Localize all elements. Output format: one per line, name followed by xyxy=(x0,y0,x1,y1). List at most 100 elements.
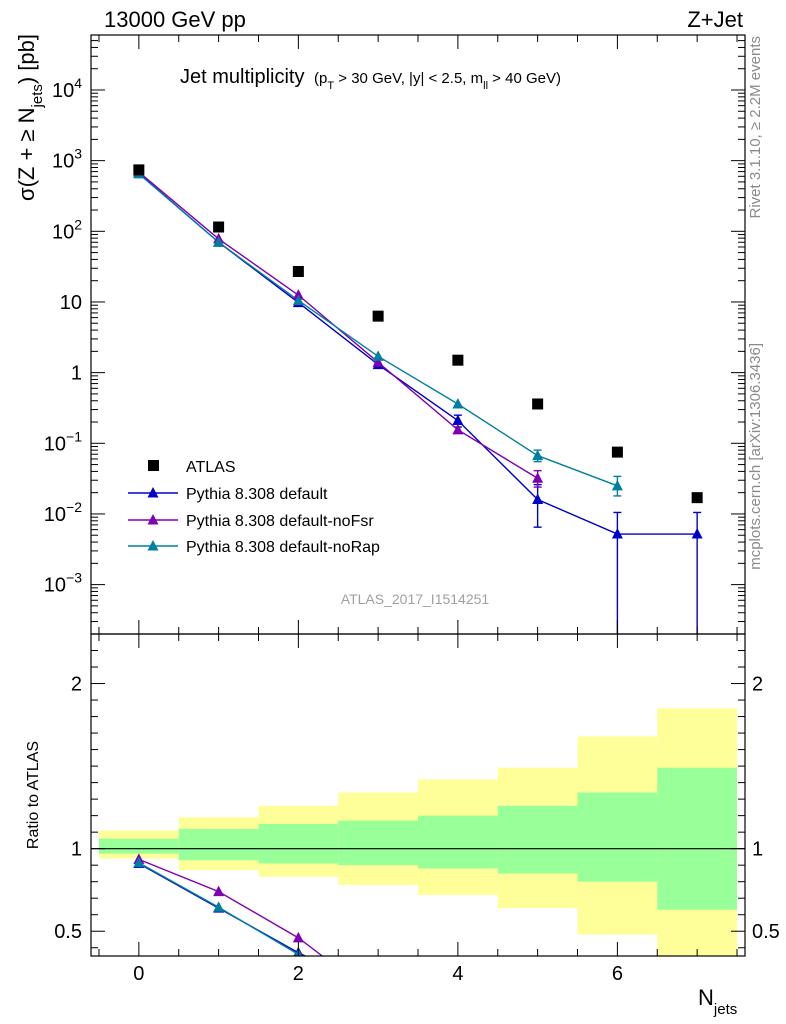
series-point-0 xyxy=(452,414,464,426)
legend-marker-nofsr xyxy=(147,514,159,525)
x-tick-label: 6 xyxy=(612,963,623,985)
top-title: Jet multiplicity (pT > 30 GeV, |y| < 2.5… xyxy=(180,66,561,92)
atlas-data-point xyxy=(611,446,623,458)
y-tick-label-base: 10 xyxy=(44,504,66,526)
series-point-2 xyxy=(213,236,225,247)
title-cuts-ll: ll xyxy=(483,80,488,92)
series-point-2 xyxy=(532,449,544,461)
series-line-1 xyxy=(138,171,538,479)
series-point-2 xyxy=(452,397,464,409)
atlas-data-point xyxy=(133,164,145,176)
ylabel-b: ) [pb] xyxy=(14,34,39,84)
legend: ATLAS Pythia 8.308 default Pythia 8.308 … xyxy=(128,459,380,556)
y-tick-label: 103 xyxy=(52,146,82,173)
xlabel-sub: jets xyxy=(713,1001,737,1018)
analysis-watermark: ATLAS_2017_I1514251 xyxy=(341,591,490,607)
legend-marker-default xyxy=(147,487,159,498)
x-axis-label: Njets xyxy=(698,985,737,1018)
ratio-y-tick-label-left: 2 xyxy=(71,674,82,696)
atlas-data-point xyxy=(452,354,464,366)
y-tick-label: 10 xyxy=(60,292,82,314)
legend-marker-atlas xyxy=(148,460,159,471)
y-tick-label: 10−1 xyxy=(44,428,82,455)
top-ylabel: σ(Z + ≥ Njets) [pb] xyxy=(14,34,46,201)
x-tick-label: 4 xyxy=(452,963,463,985)
legend-label-default: Pythia 8.308 default xyxy=(186,486,328,503)
band-green xyxy=(497,805,578,874)
legend-label-norap: Pythia 8.308 default-noRap xyxy=(186,539,380,556)
legend-label-atlas: ATLAS xyxy=(186,459,236,476)
ratio-y-tick-label-right: 2 xyxy=(752,674,763,696)
band-green xyxy=(577,792,658,882)
y-tick-label: 10−2 xyxy=(44,499,82,526)
y-tick-label: 1 xyxy=(71,363,82,385)
series-point-0 xyxy=(691,528,703,539)
x-tick-label: 0 xyxy=(133,963,144,985)
mcplots-label: mcplots.cern.ch [arXiv:1306.3436] xyxy=(747,343,764,570)
y-tick-label: 104 xyxy=(52,75,82,102)
title-cuts-mid: > 30 GeV, |y| < 2.5, m xyxy=(334,70,483,87)
y-tick-label-base: 1 xyxy=(71,363,82,385)
series-point-0 xyxy=(611,528,623,539)
atlas-data-point xyxy=(691,492,703,504)
y-tick-label-exp: 4 xyxy=(74,75,82,91)
ylabel-a: σ(Z + ≥ N xyxy=(14,107,39,201)
y-tick-label: 102 xyxy=(52,216,82,243)
y-tick-label-base: 10 xyxy=(52,80,74,102)
ratio-y-tick-label-right: 1 xyxy=(752,839,763,861)
ratio-y-tick-label-right: 0.5 xyxy=(752,921,780,943)
series-point-1 xyxy=(452,423,464,435)
y-tick-label-base: 10 xyxy=(44,575,66,597)
y-tick-label-base: 10 xyxy=(44,433,66,455)
legend-marker-norap xyxy=(147,540,159,551)
y-tick-label-base: 10 xyxy=(52,151,74,173)
y-tick-label-exp: −2 xyxy=(66,499,82,515)
ratio-point-1 xyxy=(213,885,225,897)
title-cuts-end: > 40 GeV) xyxy=(488,70,561,87)
y-tick-label-base: 10 xyxy=(60,292,82,314)
atlas-data-point xyxy=(372,310,384,322)
series-point-1 xyxy=(532,472,544,483)
ratio-panel: 0.5 0.5 1 1 2 2 0 2 4 6 Ratio to ATLAS Njets xyxy=(25,633,780,1018)
band-green xyxy=(258,823,339,864)
series-line-2 xyxy=(138,173,618,487)
ratio-line-1 xyxy=(138,858,323,956)
process-label: Z+Jet xyxy=(687,7,743,32)
series-point-1 xyxy=(292,289,304,300)
band-green xyxy=(98,838,179,854)
ratio-ylabel: Ratio to ATLAS xyxy=(25,741,42,849)
y-tick-label: 10−3 xyxy=(44,570,82,597)
ratio-y-tick-label-left: 0.5 xyxy=(54,921,82,943)
title-cuts-p: (p xyxy=(314,70,327,87)
x-tick-label: 2 xyxy=(293,963,304,985)
band-green xyxy=(657,767,738,910)
ratio-point-1 xyxy=(292,931,304,943)
series-point-2 xyxy=(292,294,304,305)
y-tick-label-exp: 2 xyxy=(74,216,82,232)
title-main: Jet multiplicity xyxy=(180,66,304,88)
title-cuts-t: T xyxy=(327,80,334,92)
ratio-point-2 xyxy=(213,901,225,912)
ratio-line-2 xyxy=(138,862,305,956)
band-green xyxy=(178,828,259,861)
atlas-data-point xyxy=(532,398,544,410)
atlas-data-point xyxy=(213,221,225,233)
xlabel-base: N xyxy=(698,985,714,1010)
ylabel-sub: jets xyxy=(29,84,46,108)
atlas-data-point xyxy=(292,265,304,277)
ratio-y-tick-label-left: 1 xyxy=(71,839,82,861)
series-point-0 xyxy=(532,493,544,505)
rivet-label: Rivet 3.1.10, ≥ 2.2M events xyxy=(747,36,764,219)
legend-label-nofsr: Pythia 8.308 default-noFsr xyxy=(186,513,374,530)
energy-label: 13000 GeV pp xyxy=(104,7,246,32)
y-tick-label-base: 10 xyxy=(52,221,74,243)
band-green xyxy=(418,815,498,869)
ratio-point-2 xyxy=(133,856,145,868)
y-tick-label-exp: 3 xyxy=(74,146,82,162)
y-tick-label-exp: −3 xyxy=(66,570,82,586)
series-point-2 xyxy=(372,350,384,361)
band-green xyxy=(338,820,418,866)
y-tick-label-exp: −1 xyxy=(66,428,82,444)
series-point-2 xyxy=(611,479,623,491)
